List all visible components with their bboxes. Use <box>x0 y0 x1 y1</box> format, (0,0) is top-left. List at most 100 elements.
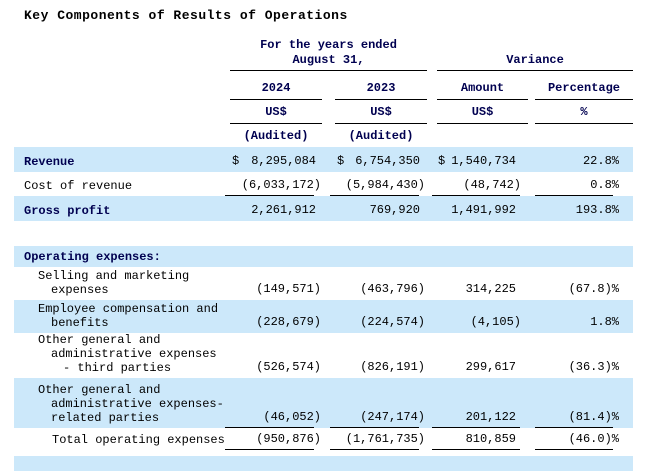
column-header-2024: 2024 <box>230 79 322 100</box>
column-header-amount: Amount <box>437 79 528 100</box>
cell-value: (6,033,172) <box>241 178 321 192</box>
label-column-spacer <box>14 38 230 71</box>
cell-value: (526,574) <box>256 360 321 374</box>
row-other-admin-related-parties: Other general and administrative expenses… <box>14 378 633 428</box>
row-label-line: Cost of revenue <box>24 179 133 193</box>
cell-value: (46,052) <box>263 410 321 424</box>
row-label: Other general and administrative expenses… <box>14 333 230 378</box>
spacer-row <box>14 456 633 471</box>
row-cost-of-revenue: Cost of revenue (6,033,172) (5,984,430) (48… <box>14 172 633 196</box>
row-label: Total operating expenses <box>14 428 230 450</box>
table-cell <box>535 246 633 267</box>
cell-value: 1,491,992 <box>451 203 516 217</box>
row-label: Revenue <box>14 147 230 172</box>
cell-value: 299,617 <box>465 360 516 374</box>
cell-value: (5,984,430) <box>345 178 425 192</box>
row-gross-profit: Gross profit 2,261,912 769,920 1,491,992 193… <box>14 196 633 221</box>
currency-symbol: $ <box>337 154 345 168</box>
row-selling-marketing-expenses: Selling and marketing expenses (149,571) (4… <box>14 267 633 300</box>
row-employee-compensation-benefits: Employee compensation and benefits (228,67… <box>14 300 633 333</box>
row-label-line: Other general and <box>38 383 161 397</box>
cell-value: (224,574) <box>360 315 425 329</box>
table-cell: (36.3)% <box>535 333 633 378</box>
row-label-line: Operating expenses: <box>24 250 161 264</box>
row-label-line: - third parties <box>63 361 172 375</box>
table-cell: $6,754,350 <box>335 147 427 172</box>
column-headers: 2024 2023 Amount Percentage <box>14 79 633 100</box>
table-cell: 299,617 <box>437 333 528 378</box>
cell-value: 0.8% <box>590 178 619 192</box>
table-cell <box>230 246 322 267</box>
column-header-percentage: Percentage <box>535 79 633 100</box>
table-cell: 810,859 <box>432 428 528 450</box>
period-group-line2: August 31, <box>292 53 365 67</box>
row-label: Operating expenses: <box>14 246 230 267</box>
cell-value: (826,191) <box>360 360 425 374</box>
row-label-line: Employee compensation and <box>38 302 219 316</box>
cell-value: 22.8% <box>582 154 619 168</box>
table-cell: (228,679) <box>230 300 322 333</box>
variance-group-label: Variance <box>506 53 564 67</box>
row-label-line: Revenue <box>24 155 75 169</box>
audited-label-2024: (Audited) <box>243 129 309 143</box>
row-operating-expenses-header: Operating expenses: <box>14 246 633 267</box>
table-cell <box>335 246 427 267</box>
row-label-line: Selling and marketing <box>38 269 190 283</box>
table-cell: 314,225 <box>437 267 528 300</box>
financial-results-table: Key Components of Results of Operations … <box>14 8 633 471</box>
table-cell: 769,920 <box>335 196 427 221</box>
table-cell: $8,295,084 <box>230 147 322 172</box>
row-label-line: Gross profit <box>24 204 111 218</box>
cell-value: 6,754,350 <box>355 154 420 168</box>
row-label-line: administrative expenses <box>51 347 217 361</box>
table-cell: (149,571) <box>230 267 322 300</box>
cell-value: (4,105) <box>470 315 521 329</box>
unit-usd-2023: US$ <box>335 103 427 124</box>
cell-value: (67.8)% <box>568 282 619 296</box>
table-cell: 1,491,992 <box>437 196 528 221</box>
table-cell: 2,261,912 <box>230 196 322 221</box>
table-body: Revenue $8,295,084 $6,754,350 $1,540,734 22.… <box>14 147 633 471</box>
cell-value: (247,174) <box>360 410 425 424</box>
table-cell: (1,761,735) <box>330 428 427 450</box>
table-cell: (4,105) <box>437 300 528 333</box>
row-label-line: expenses <box>51 283 109 297</box>
cell-value: (149,571) <box>256 282 321 296</box>
spacer-row <box>14 221 633 246</box>
page-title: Key Components of Results of Operations <box>24 8 348 23</box>
cell-value: 193.8% <box>575 203 619 217</box>
unit-percent: % <box>535 103 633 124</box>
table-cell: 0.8% <box>535 172 633 196</box>
row-label: Selling and marketing expenses <box>14 267 230 300</box>
row-label-line: Total operating expenses <box>52 433 225 447</box>
cell-value: 314,225 <box>465 282 516 296</box>
table-cell: 193.8% <box>535 196 633 221</box>
row-other-admin-third-parties: Other general and administrative expenses… <box>14 333 633 378</box>
period-group-line1: For the years ended <box>260 38 397 52</box>
table-cell: (81.4)% <box>535 378 633 428</box>
table-cell: 201,122 <box>432 378 528 428</box>
table-cell: (463,796) <box>335 267 427 300</box>
row-label-line: related parties <box>51 411 160 425</box>
table-cell: (5,984,430) <box>330 172 427 196</box>
table-cell: (67.8)% <box>535 267 633 300</box>
table-cell: 1.8% <box>535 300 633 333</box>
table-cell: (950,876) <box>225 428 322 450</box>
table-cell: 22.8% <box>535 147 633 172</box>
row-total-operating-expenses: Total operating expenses (950,876) (1,761,… <box>14 428 633 450</box>
row-label: Other general and administrative expenses… <box>14 378 230 428</box>
cell-value: (463,796) <box>360 282 425 296</box>
table-cell: (48,742) <box>432 172 528 196</box>
column-header-2023: 2023 <box>335 79 427 100</box>
column-group-header: For the years ended August 31, Variance <box>14 38 633 71</box>
table-cell: (46.0)% <box>535 428 633 450</box>
audited-row: (Audited) (Audited) <box>14 128 633 144</box>
currency-symbol: $ <box>438 154 446 168</box>
row-label: Employee compensation and benefits <box>14 300 230 333</box>
period-group-header: For the years ended August 31, <box>230 38 427 71</box>
cell-value: 1,540,734 <box>451 154 516 168</box>
table-cell <box>437 246 528 267</box>
cell-value: (228,679) <box>256 315 321 329</box>
unit-usd-2024: US$ <box>230 103 322 124</box>
currency-symbol: $ <box>232 154 240 168</box>
